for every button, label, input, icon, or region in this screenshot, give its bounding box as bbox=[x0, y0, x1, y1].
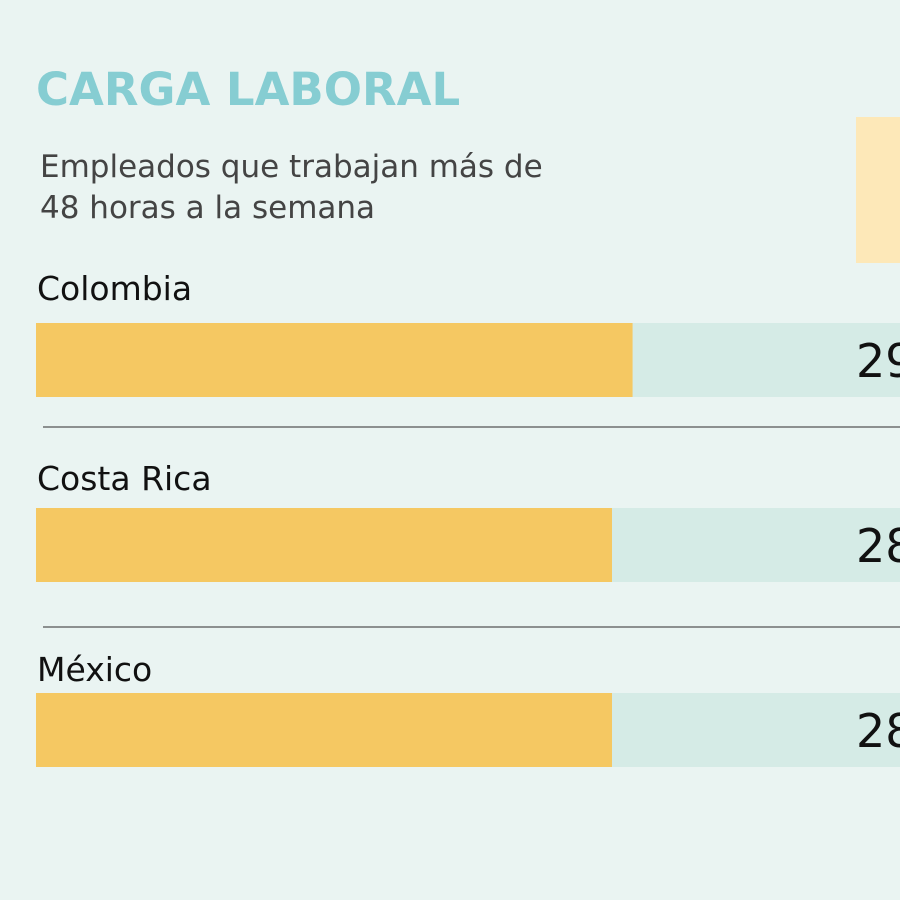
subtitle-line: Empleados que trabajan más de bbox=[40, 149, 543, 185]
bar bbox=[36, 323, 633, 397]
chart-title: CARGA LABORAL bbox=[36, 63, 460, 116]
category-label: México bbox=[37, 650, 152, 689]
category-label: Colombia bbox=[37, 269, 192, 308]
category-label: Costa Rica bbox=[37, 459, 212, 498]
bar bbox=[36, 508, 612, 582]
value-label: 28 bbox=[856, 519, 900, 573]
subtitle-line: 48 horas a la semana bbox=[40, 190, 375, 226]
side-box bbox=[856, 117, 900, 263]
value-label: 28 bbox=[856, 704, 900, 758]
bar bbox=[36, 693, 612, 767]
value-label: 29 bbox=[856, 334, 900, 388]
